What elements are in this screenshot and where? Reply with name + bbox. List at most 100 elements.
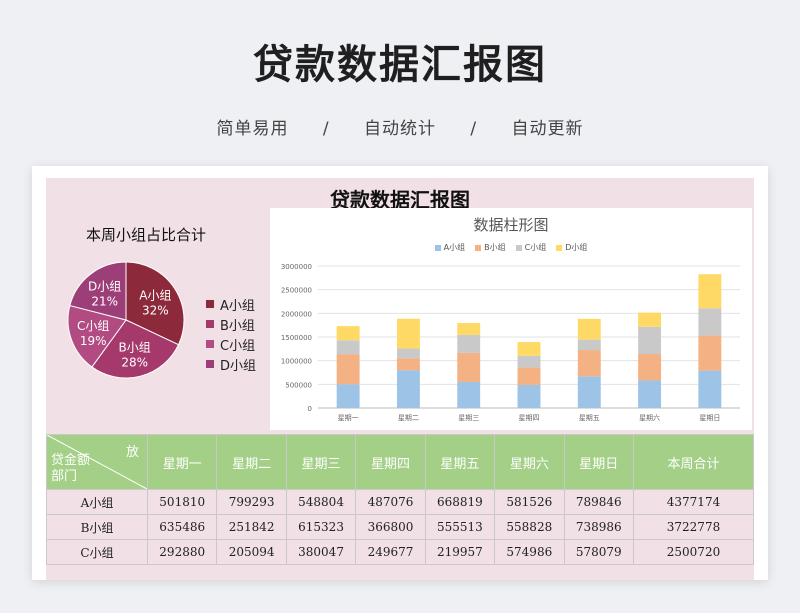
column-header: 星期三 xyxy=(285,434,357,490)
diagonal-line xyxy=(47,435,147,489)
bar-segment xyxy=(638,380,662,408)
table-cell: 487076 xyxy=(355,489,426,515)
legend-label: A小组 xyxy=(443,243,466,252)
pie-slice-label: A小组 xyxy=(139,288,171,302)
pie-legend: A小组 B小组 C小组 D小组 xyxy=(206,294,256,374)
pie-legend-item: A小组 xyxy=(206,294,256,314)
column-header: 星期五 xyxy=(424,434,496,490)
x-tick-label: 星期三 xyxy=(458,414,479,422)
table-cell: 635486 xyxy=(146,514,218,540)
bar-legend-item: D小组 xyxy=(556,242,587,253)
table-cell: 548804 xyxy=(285,489,357,515)
y-tick-label: 1000000 xyxy=(281,358,312,366)
legend-label: B小组 xyxy=(484,243,506,252)
spreadsheet-preview: 贷款数据汇报图 本周小组占比合计 A小组 32% B小组 28% C小组 19% D小组 21… xyxy=(32,166,768,580)
table-cell: 799293 xyxy=(216,489,287,515)
table-cell: 366800 xyxy=(355,514,426,540)
bar-segment xyxy=(457,382,481,408)
column-header: 星期六 xyxy=(494,434,565,490)
bar-segment xyxy=(698,370,722,408)
x-tick-label: 星期二 xyxy=(398,414,419,422)
x-tick-label: 星期四 xyxy=(519,414,540,422)
y-tick-label: 500000 xyxy=(285,381,312,389)
bar-segment xyxy=(577,318,601,340)
legend-label: C小组 xyxy=(524,243,547,252)
bar-segment xyxy=(457,334,481,353)
legend-swatch xyxy=(556,244,563,251)
table-row: A小组 501810 799293 548804 487076 668819 5… xyxy=(46,489,754,515)
table-cell: 219957 xyxy=(424,539,496,565)
bar-chart-title: 数据柱形图 xyxy=(473,216,549,234)
table-cell: 668819 xyxy=(424,489,496,515)
bar-segment xyxy=(638,312,662,327)
column-header: 星期一 xyxy=(146,434,218,490)
subtitle-item: 自动统计 xyxy=(364,119,436,139)
legend-swatch xyxy=(206,320,214,328)
pie-slice-value: 19% xyxy=(80,334,107,348)
bar-segment xyxy=(396,358,420,371)
table-cell: 555513 xyxy=(424,514,496,540)
y-tick-label: 2500000 xyxy=(281,287,312,295)
subtitle-item: 简单易用 xyxy=(216,119,289,139)
table-cell-total: 4377174 xyxy=(633,489,754,515)
bar-segment xyxy=(336,384,360,408)
bar-segment xyxy=(336,326,360,341)
bar-legend-item: B小组 xyxy=(475,242,506,253)
x-tick-label: 星期五 xyxy=(579,414,600,422)
subtitle-separator: / xyxy=(470,119,478,139)
pie-slice-value: 21% xyxy=(91,295,118,309)
corner-bottom-label: 贷金额 部门 xyxy=(51,453,90,485)
bar-segment xyxy=(517,342,541,356)
bar-segment xyxy=(698,274,722,309)
pie-slice xyxy=(67,304,127,368)
y-tick-label: 0 xyxy=(308,405,312,413)
pie-slice-value: 28% xyxy=(121,356,148,370)
legend-swatch xyxy=(515,244,522,251)
legend-swatch xyxy=(206,360,214,368)
bar-segment xyxy=(517,384,541,408)
column-header: 星期日 xyxy=(563,434,635,490)
legend-label: D小组 xyxy=(220,358,257,374)
loan-table: 放 贷金额 部门 星期一 星期二 星期三 星期四 星期五 星期六 星期日 本周合… xyxy=(46,434,754,565)
bar-segment xyxy=(457,352,481,383)
pie-slice xyxy=(125,261,185,346)
table-cell: 615323 xyxy=(285,514,357,540)
table-cell-total: 3722778 xyxy=(633,514,754,540)
table-cell-total: 2500720 xyxy=(633,539,754,565)
row-label: B小组 xyxy=(46,514,148,540)
column-header: 本周合计 xyxy=(633,434,754,490)
legend-swatch xyxy=(206,340,214,348)
row-label: A小组 xyxy=(46,489,148,515)
y-tick-label: 2000000 xyxy=(281,310,312,318)
table-cell: 581526 xyxy=(494,489,565,515)
bar-segment xyxy=(698,335,722,371)
bar-segment xyxy=(638,326,662,355)
legend-label: B小组 xyxy=(220,318,255,334)
column-header: 星期二 xyxy=(216,434,287,490)
legend-swatch xyxy=(434,244,441,251)
bar-segment xyxy=(577,350,601,377)
legend-swatch xyxy=(475,244,482,251)
corner-header: 放 贷金额 部门 xyxy=(46,434,148,490)
bar-segment xyxy=(638,354,662,381)
corner-top-label: 放 xyxy=(125,445,139,460)
pie-slice-value: 32% xyxy=(142,303,169,317)
legend-label: A小组 xyxy=(220,298,255,314)
bar-legend-item: A小组 xyxy=(434,242,466,253)
table-cell: 249677 xyxy=(355,539,426,565)
x-tick-label: 星期日 xyxy=(699,414,720,422)
table-cell: 789846 xyxy=(563,489,635,515)
table-cell: 251842 xyxy=(216,514,287,540)
y-tick-label: 3000000 xyxy=(281,263,312,271)
corner-bottom-line: 部门 xyxy=(51,469,78,484)
pie-chart-title: 本周小组占比合计 xyxy=(86,226,207,244)
bar-segment xyxy=(698,308,722,336)
bar-segment xyxy=(336,354,360,385)
pie-slice-label: B小组 xyxy=(119,341,151,355)
table-cell: 501810 xyxy=(146,489,218,515)
pie-legend-item: D小组 xyxy=(206,354,256,374)
x-tick-label: 星期六 xyxy=(639,413,660,422)
table-cell: 292880 xyxy=(146,539,218,565)
hero-subtitle: 简单易用 / 自动统计 / 自动更新 xyxy=(0,114,800,139)
